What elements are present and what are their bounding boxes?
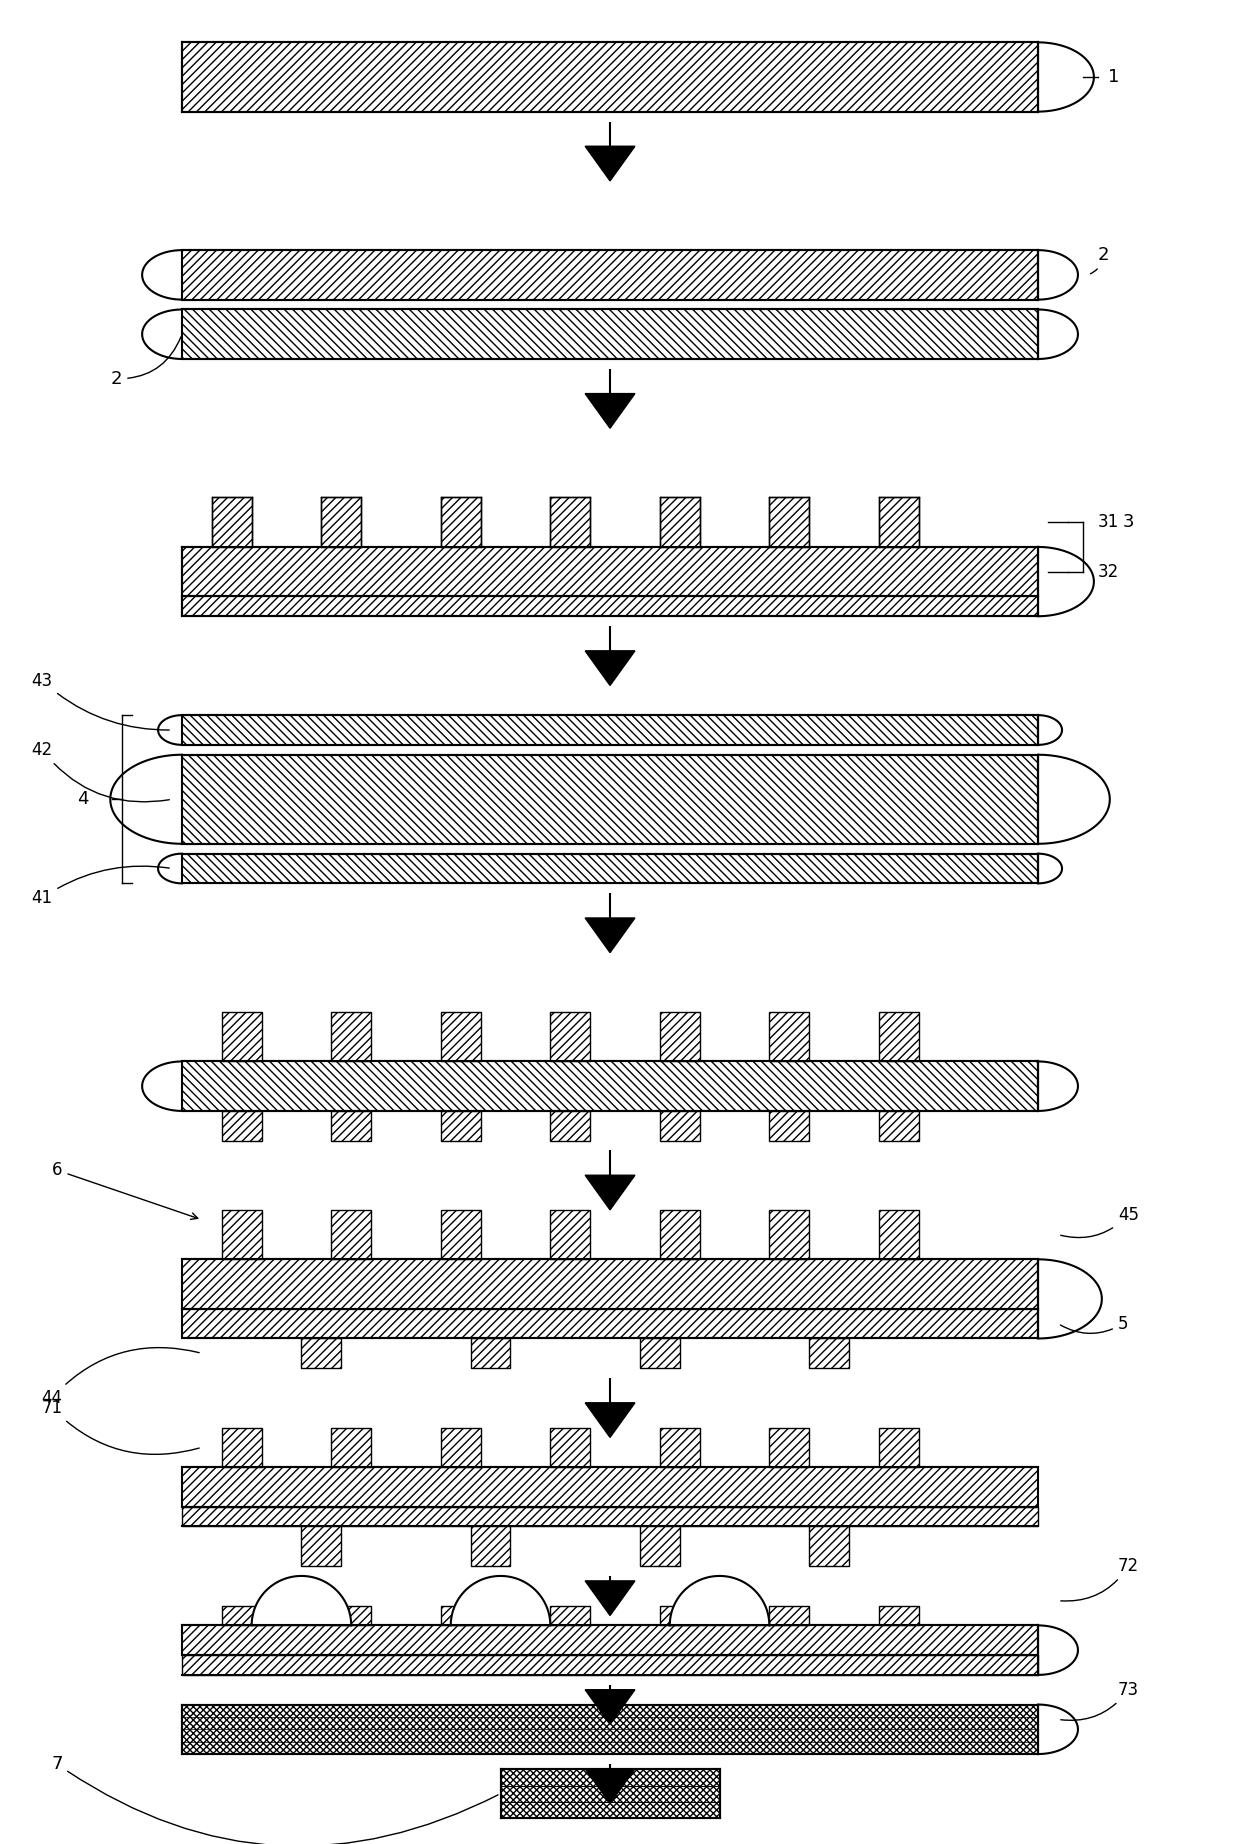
Text: 73: 73 [1060, 1680, 1138, 1720]
Bar [222, 1110, 262, 1141]
Bar [551, 1210, 590, 1259]
Bar [769, 1606, 810, 1625]
Bar [810, 1339, 849, 1368]
Polygon shape [585, 146, 635, 181]
Bar [331, 1012, 371, 1062]
Bar [440, 1012, 481, 1062]
Bar [551, 1606, 590, 1625]
Bar [471, 1527, 511, 1566]
Bar [222, 1012, 262, 1062]
Bar [879, 1427, 919, 1468]
Bar [769, 498, 810, 548]
Text: 3: 3 [1122, 513, 1135, 531]
Bar [660, 1210, 699, 1259]
Text: 1: 1 [1107, 68, 1120, 87]
Polygon shape [585, 393, 635, 428]
Text: 31: 31 [1097, 513, 1118, 531]
Polygon shape [451, 1577, 551, 1625]
Bar [640, 1527, 680, 1566]
Bar [440, 1210, 481, 1259]
Polygon shape [585, 1580, 635, 1615]
Bar [660, 1427, 699, 1468]
Bar [182, 1062, 1038, 1110]
Polygon shape [585, 1768, 635, 1803]
Bar [879, 1110, 919, 1141]
Text: 43: 43 [31, 671, 169, 730]
Text: 41: 41 [31, 867, 170, 907]
Text: 2: 2 [110, 337, 181, 387]
Text: 6: 6 [52, 1162, 198, 1219]
Text: 42: 42 [31, 741, 170, 802]
Polygon shape [585, 1175, 635, 1210]
Bar [660, 498, 699, 548]
Bar [879, 1012, 919, 1062]
Bar [660, 1606, 699, 1625]
Polygon shape [585, 1689, 635, 1724]
Bar [551, 1427, 590, 1468]
Bar [182, 715, 1038, 745]
Bar [331, 1210, 371, 1259]
Text: 7: 7 [51, 1755, 498, 1844]
Text: 32: 32 [1097, 562, 1118, 581]
Bar [182, 1309, 1038, 1339]
Bar [879, 1606, 919, 1625]
Bar [879, 498, 919, 548]
Bar [301, 1527, 341, 1566]
Polygon shape [252, 1577, 351, 1625]
Bar [660, 1110, 699, 1141]
Bar [182, 548, 1038, 596]
Bar [222, 1427, 262, 1468]
Bar [769, 1427, 810, 1468]
Bar [321, 498, 361, 548]
Bar [182, 754, 1038, 845]
Polygon shape [670, 1577, 769, 1625]
Bar [331, 1110, 371, 1141]
Bar [182, 1468, 1038, 1507]
Text: 71: 71 [41, 1400, 200, 1455]
Bar [182, 1625, 1038, 1656]
Bar [331, 1606, 371, 1625]
Bar [182, 42, 1038, 112]
Bar [879, 1210, 919, 1259]
Bar [182, 596, 1038, 616]
Bar [182, 854, 1038, 883]
Bar [640, 1339, 680, 1368]
Bar [769, 1110, 810, 1141]
Bar [769, 1210, 810, 1259]
Text: 5: 5 [1060, 1315, 1128, 1333]
Text: 45: 45 [1060, 1206, 1138, 1237]
Bar [440, 1427, 481, 1468]
Text: 72: 72 [1060, 1556, 1138, 1601]
Polygon shape [585, 1403, 635, 1438]
Bar [440, 1110, 481, 1141]
Bar [331, 1427, 371, 1468]
Bar [551, 1110, 590, 1141]
Text: 4: 4 [77, 791, 88, 808]
Bar [182, 1507, 1038, 1527]
Text: 44: 44 [41, 1348, 200, 1407]
Bar [182, 1704, 1038, 1754]
Bar [440, 1606, 481, 1625]
Bar [660, 1012, 699, 1062]
Bar [551, 498, 590, 548]
Bar [212, 498, 252, 548]
Text: 2: 2 [1090, 245, 1110, 273]
Bar [440, 498, 481, 548]
Polygon shape [585, 918, 635, 953]
Bar [810, 1527, 849, 1566]
Polygon shape [585, 651, 635, 686]
Bar [301, 1339, 341, 1368]
Bar [501, 1768, 719, 1818]
Bar [182, 310, 1038, 360]
Bar [182, 251, 1038, 299]
Bar [182, 1656, 1038, 1674]
Bar [182, 1259, 1038, 1309]
Bar [222, 1606, 262, 1625]
Bar [551, 1012, 590, 1062]
Bar [471, 1339, 511, 1368]
Bar [769, 1012, 810, 1062]
Bar [222, 1210, 262, 1259]
